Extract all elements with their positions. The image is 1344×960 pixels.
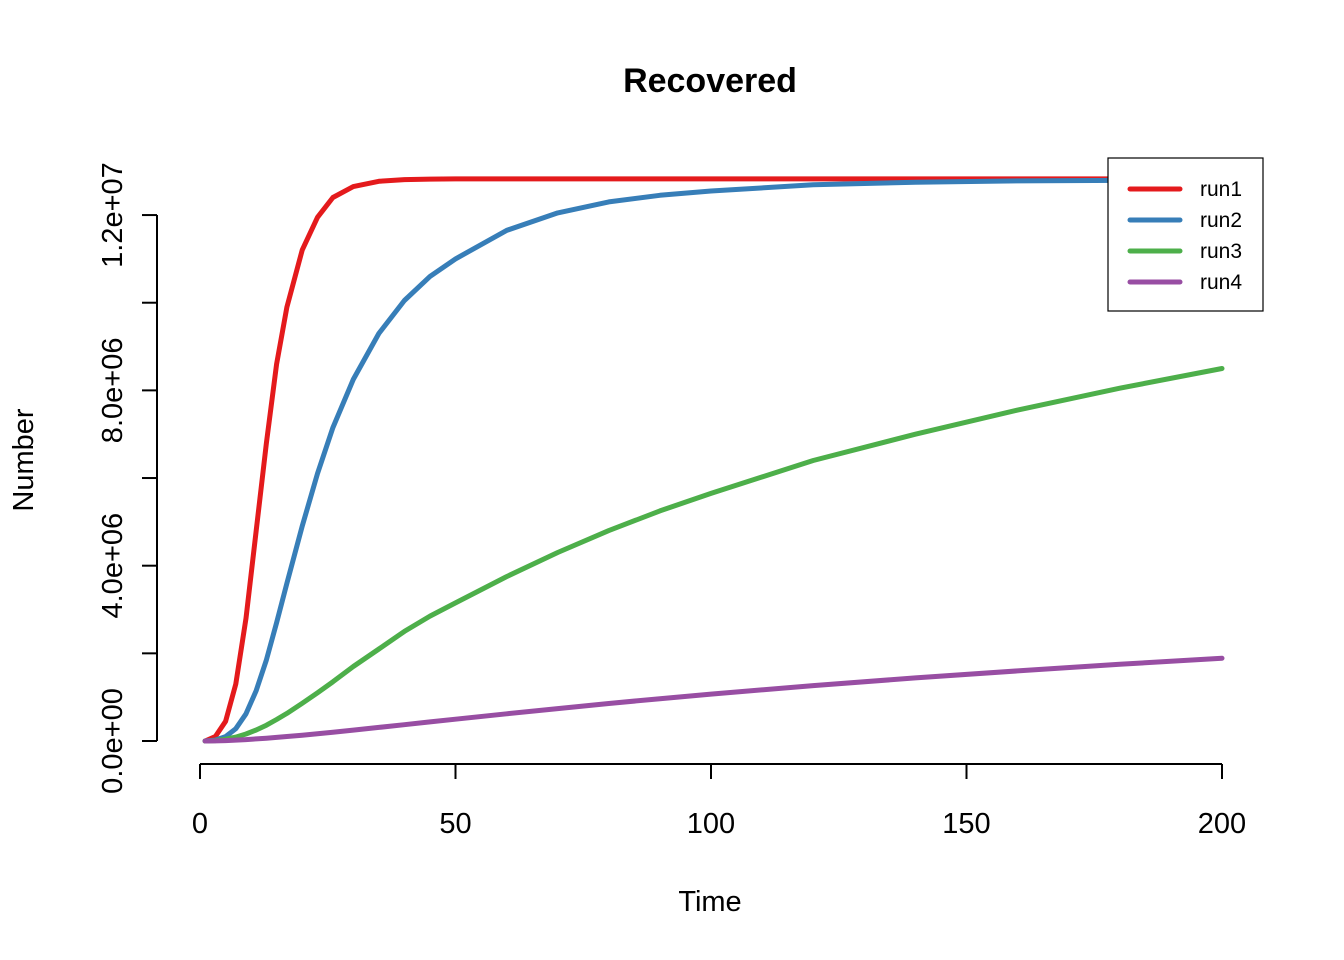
y-tick-label: 8.0e+06 [97, 338, 129, 444]
series-line-run3 [202, 366, 1225, 744]
legend-label-run4: run4 [1200, 271, 1242, 294]
x-tick-label: 150 [942, 808, 990, 840]
x-axis-ticks: 0 50 100 150 200 [192, 764, 1246, 840]
series-line-run2 [202, 177, 1225, 744]
legend: run1 run2 run3 run4 [1107, 157, 1264, 312]
x-axis-label: Time [678, 886, 741, 918]
series-line-run4 [202, 655, 1225, 744]
y-axis-ticks: 0.0e+00 4.0e+06 8.0e+06 1.2e+07 [97, 162, 157, 794]
series-line-run1 [202, 176, 1225, 744]
chart-title: Recovered [623, 62, 797, 100]
legend-label-run2: run2 [1200, 209, 1242, 232]
y-tick-label: 0.0e+00 [97, 688, 129, 794]
legend-box [1107, 157, 1264, 312]
y-axis-label: Number [8, 408, 40, 511]
y-tick-label: 1.2e+07 [97, 162, 129, 268]
plot-series [202, 176, 1225, 744]
legend-label-run1: run1 [1200, 178, 1242, 201]
x-tick-label: 100 [687, 808, 735, 840]
x-tick-label: 50 [439, 808, 471, 840]
y-tick-label: 4.0e+06 [97, 513, 129, 619]
x-tick-label: 200 [1198, 808, 1246, 840]
x-tick-label: 0 [192, 808, 208, 840]
legend-label-run3: run3 [1200, 240, 1242, 263]
